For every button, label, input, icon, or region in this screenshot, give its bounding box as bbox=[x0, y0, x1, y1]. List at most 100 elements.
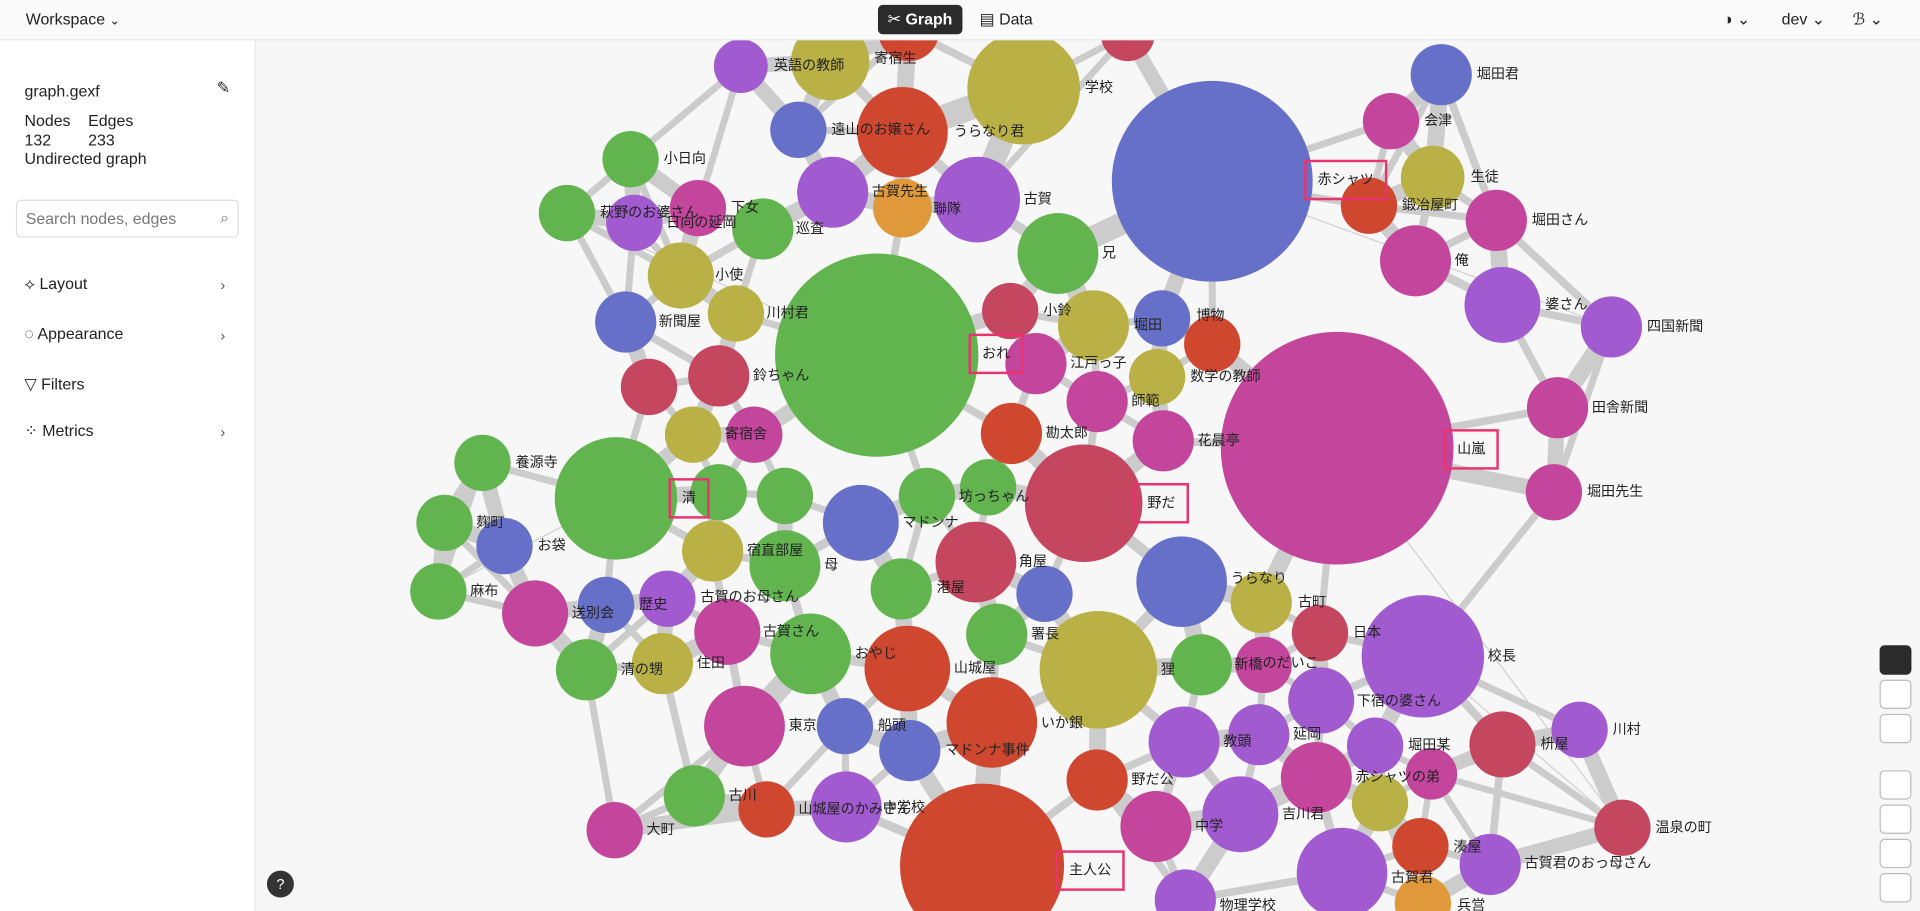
edge bbox=[1428, 770, 1626, 831]
node bbox=[682, 520, 744, 582]
rect-select-tool[interactable] bbox=[1879, 679, 1912, 709]
workspace-menu[interactable]: Workspace ⌄ bbox=[25, 9, 120, 29]
node bbox=[1170, 634, 1232, 696]
node-label: 会津 bbox=[1424, 113, 1452, 129]
data-tab[interactable]: ▤ Data bbox=[979, 9, 1033, 29]
node bbox=[1202, 776, 1279, 853]
node bbox=[1024, 444, 1143, 563]
node-label: 遠山のお嬢さん bbox=[831, 122, 930, 138]
node bbox=[1394, 875, 1452, 911]
node bbox=[756, 467, 814, 525]
node bbox=[664, 406, 722, 463]
edit-button[interactable]: ✎ bbox=[216, 78, 231, 97]
zoom-out[interactable] bbox=[1879, 804, 1912, 834]
fullscreen[interactable] bbox=[1879, 873, 1912, 903]
node bbox=[1057, 290, 1129, 362]
node-label: 寄宿生 bbox=[874, 50, 916, 67]
node-label: 英語の教師 bbox=[774, 57, 844, 74]
node bbox=[1154, 869, 1216, 911]
node-label: 山城屋 bbox=[954, 661, 996, 677]
nodes-count: 132 bbox=[24, 131, 52, 150]
node-label: 日向の延岡 bbox=[666, 215, 736, 231]
lang-menu[interactable]: ℬ ⌄ bbox=[1852, 9, 1883, 29]
node bbox=[1220, 331, 1454, 565]
node bbox=[732, 198, 794, 260]
node bbox=[1120, 791, 1192, 863]
highlight-box bbox=[1304, 159, 1388, 201]
workspace-label: Workspace bbox=[25, 9, 106, 29]
node-label: 四国新聞 bbox=[1647, 319, 1703, 335]
metrics-menu[interactable]: ⁘ Metrics bbox=[24, 421, 94, 440]
node-label: 鈴ちゃん bbox=[753, 368, 809, 384]
node bbox=[1551, 701, 1608, 758]
node-label: マドンナ bbox=[902, 515, 958, 531]
node-label: 婆さん bbox=[1545, 297, 1587, 313]
search-box[interactable]: Search nodes, edges ⌕ bbox=[15, 199, 239, 238]
node bbox=[726, 406, 783, 463]
chevron: › bbox=[220, 326, 226, 345]
node-label: 下女 bbox=[731, 199, 759, 216]
node-label: 湊屋 bbox=[1453, 838, 1481, 855]
node bbox=[1230, 571, 1292, 634]
node-label: 古賀先生 bbox=[872, 184, 928, 200]
node-label: うらなり bbox=[1231, 571, 1287, 587]
select-tool[interactable] bbox=[1879, 645, 1912, 675]
lasso-tool[interactable] bbox=[1879, 713, 1912, 744]
node-label: 小鈴 bbox=[1043, 303, 1071, 319]
node-label: 主人公 bbox=[1069, 863, 1111, 879]
zoom-in[interactable] bbox=[1879, 770, 1912, 800]
node bbox=[1291, 604, 1349, 662]
node-label: 俺 bbox=[1455, 253, 1469, 269]
theme-toggle[interactable]: ◑ ⌄ bbox=[1722, 9, 1751, 29]
node bbox=[416, 494, 473, 552]
node-label: 船頭 bbox=[878, 718, 906, 734]
menu-label: Metrics bbox=[42, 421, 94, 440]
node bbox=[639, 570, 696, 627]
chevron: › bbox=[220, 276, 226, 294]
node-label: 母 bbox=[824, 558, 838, 574]
menu-label: Layout bbox=[39, 274, 88, 293]
node bbox=[1066, 371, 1128, 433]
node bbox=[1005, 333, 1067, 395]
node-label: 野だ bbox=[1147, 495, 1175, 511]
menu-label: Filters bbox=[41, 374, 85, 394]
node bbox=[946, 677, 1038, 768]
node bbox=[898, 467, 956, 525]
node-label: 港屋 bbox=[937, 580, 965, 596]
node-label: 寄宿舎 bbox=[725, 426, 767, 443]
node-label: 清 bbox=[682, 490, 696, 506]
highlight-box bbox=[1443, 429, 1499, 470]
appearance-menu[interactable]: ◌ Appearance bbox=[24, 324, 124, 343]
layout-menu[interactable]: ⟡ Layout bbox=[24, 274, 88, 293]
node-label: 校長 bbox=[1488, 647, 1516, 664]
help-button[interactable]: ? bbox=[266, 870, 294, 898]
filters-menu[interactable]: ▽ Filters bbox=[24, 374, 85, 394]
graph-tab[interactable]: ✂ Graph bbox=[877, 4, 963, 35]
node bbox=[704, 685, 785, 767]
node-label: 中学 bbox=[1195, 819, 1223, 835]
node-label: 古賀さん bbox=[763, 624, 819, 640]
node bbox=[870, 558, 932, 620]
node-label: 中学校 bbox=[883, 799, 925, 816]
node bbox=[770, 101, 827, 158]
graph-canvas[interactable]: 英語の教師 寄宿生 遠山のお嬢さん うらなり君 学校 赤シャツ 堀田君 会津 生徒 鍛冶屋町 堀田さ… bbox=[255, 0, 1920, 911]
node bbox=[1410, 44, 1472, 106]
node bbox=[669, 180, 727, 237]
node-label: 堀田某 bbox=[1408, 738, 1450, 754]
node bbox=[791, 22, 870, 101]
node bbox=[980, 402, 1043, 465]
node bbox=[454, 434, 511, 492]
node bbox=[816, 697, 874, 755]
node bbox=[410, 563, 467, 620]
user-menu[interactable]: dev ⌄ bbox=[1781, 9, 1826, 29]
node-label: 送別会 bbox=[572, 605, 614, 621]
center-view[interactable] bbox=[1879, 838, 1912, 869]
highlight-box bbox=[668, 478, 710, 519]
node-label: 勘太郎 bbox=[1046, 425, 1088, 441]
node bbox=[502, 580, 569, 647]
graph-type: Undirected graph bbox=[24, 149, 147, 168]
node-label: 住田 bbox=[697, 656, 725, 672]
